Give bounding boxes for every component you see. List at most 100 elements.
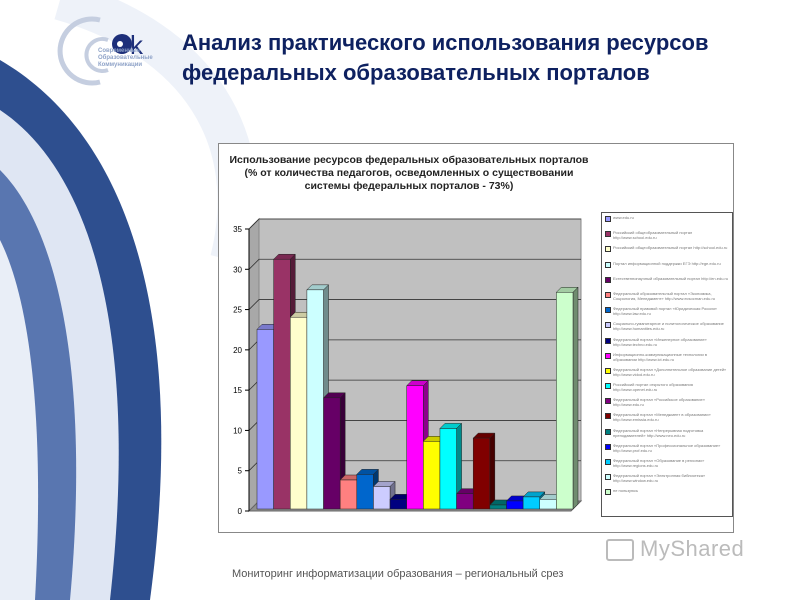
legend-swatch [605,474,611,481]
legend-label: Федеральный портал «Инженерное образован… [613,336,707,347]
y-tick-label: 20 [233,346,242,355]
legend-item: www.edu.ru [605,215,729,230]
legend-swatch [605,261,611,268]
legend-swatch [605,459,611,465]
legend-label: Федеральный портал «Непрерывная подготов… [613,427,704,438]
legend-item: Федеральный портал «Менеджмент в образов… [605,412,729,427]
legend-item: Социально-гуманитарное и политологическо… [605,321,729,336]
watermark-icon [606,539,634,562]
bar [389,499,407,510]
legend-item: Федеральный портал «Профессиональное обр… [605,443,729,458]
legend-swatch [605,352,611,359]
y-tick-label: 25 [233,306,242,315]
gridline [248,258,581,270]
bar [356,474,374,510]
y-tick-label: 35 [233,225,242,234]
plot-area: 0 5 10 15 20 25 30 35 [233,217,583,516]
chart-title: Использование ресурсов федеральных образ… [219,154,599,193]
legend-label: Федеральный портал «Российское образован… [613,397,705,408]
logo-text: Современные Образовательные Коммуникации [98,48,153,68]
y-tick-label: 15 [233,386,242,395]
legend-swatch [605,489,611,496]
y-tick-label: 0 [238,507,243,516]
legend-label: Федеральный портал «Профессиональное обр… [613,442,721,453]
legend-label: Федеральный портал «Менеджмент в образов… [613,412,711,423]
legend-item: Портал информационной поддержки ЕГЭ http… [605,261,729,276]
legend-label: Естественнонаучный образовательный порта… [613,275,729,281]
bar [339,479,358,510]
legend-item: Информационно-коммуникационные технологи… [605,352,729,367]
chart-title-line: Использование ресурсов федеральных образ… [229,154,589,166]
legend-item: не пользуюсь [605,488,729,503]
bar [556,292,574,510]
bar [290,316,308,510]
bar-side [572,286,579,510]
legend-swatch [605,428,611,435]
legend-label: Федеральный правовой портал «Юридическая… [613,306,717,317]
legend-item: Естественнонаучный образовательный порта… [605,276,729,291]
legend-label: Федеральный образовательный портал «Экон… [613,290,716,301]
bar [489,504,507,510]
bar [256,329,274,510]
y-tick-label: 30 [233,265,242,274]
legend-swatch [605,231,611,238]
legend-label: Портал информационной поддержки ЕГЭ http… [613,260,721,266]
legend-label: Федеральный портал «Образование в регион… [613,458,705,468]
legend-swatch [605,291,611,298]
legend-swatch [605,307,611,314]
legend-label: Российский общеобразовательный портал ht… [613,230,693,241]
legend-item: Федеральный портал «Инженерное образован… [605,337,729,352]
legend-item: Российский общеобразовательный портал ht… [605,230,729,245]
legend-item: Федеральный правовой портал «Юридическая… [605,306,729,321]
legend-label: Российский общеобразовательный портал ht… [613,245,728,251]
legend-item: Федеральный портал «Дополнительное образ… [605,367,729,382]
legend-swatch [605,367,611,374]
slide-title: Анализ практического использования ресур… [182,30,709,85]
legend-label: Российский портал открытого образования … [613,382,693,393]
chart: Использование ресурсов федеральных образ… [218,143,734,533]
legend-item: Федеральный портал «Образование в регион… [605,458,729,473]
legend-label: www.edu.ru [613,215,634,220]
bar [472,437,491,510]
legend-item: Федеральный портал «Электронная библиоте… [605,473,729,488]
legend-label: Федеральный портал «Электронная библиоте… [613,473,706,484]
legend-swatch [605,337,611,344]
legend: www.edu.ru Российский общеобразовательный… [601,212,733,517]
bar [439,428,457,510]
legend-swatch [605,276,611,283]
logo: k Современные Образовательные Коммуникац… [50,12,180,87]
legend-swatch [605,216,611,222]
chart-title-line: (% от количества педагогов, осведомленны… [244,167,574,179]
y-tick-label: 5 [238,467,243,476]
legend-label: Федеральный портал «Дополнительное образ… [613,366,727,377]
legend-item: Федеральный портал «Российское образован… [605,397,729,412]
legend-item: Федеральный образовательный портал «Экон… [605,291,729,306]
bar-side [489,432,496,510]
legend-swatch [605,443,611,450]
bar [506,500,524,510]
legend-item: Федеральный портал «Непрерывная подготов… [605,428,729,443]
legend-swatch [605,398,611,405]
bar [522,496,540,510]
watermark-text: MyShared [640,536,745,561]
gridline [248,299,581,310]
bar [423,441,441,510]
legend-swatch [605,383,611,390]
legend-swatch [605,246,611,253]
bar [306,289,324,510]
bar [456,493,474,510]
footer: Мониторинг информатизации образования – … [232,568,564,580]
y-tick-label: 10 [233,426,242,435]
svg-text:k: k [130,30,144,60]
chart-title-line: системы федеральных порталов - 73%) [304,180,514,192]
bar [273,258,291,510]
bar [323,397,341,510]
legend-item: Российский портал открытого образования … [605,382,729,397]
legend-swatch [605,413,611,420]
legend-swatch [605,322,611,329]
legend-item: Российский общеобразовательный портал ht… [605,245,729,260]
legend-label: Социально-гуманитарное и политологическо… [613,321,724,332]
legend-label: не пользуюсь [613,488,639,494]
bar [406,385,424,510]
bar [373,486,391,510]
